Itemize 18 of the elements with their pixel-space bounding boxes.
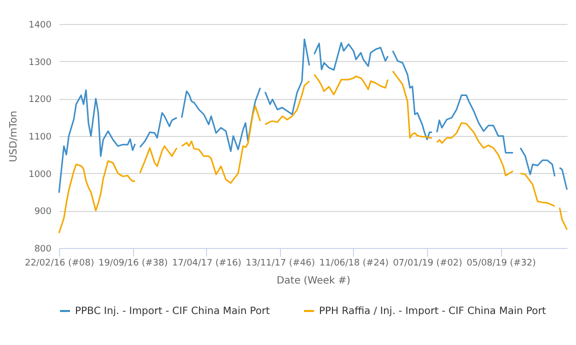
y-tick-label: 1000: [28, 170, 52, 180]
y-tick-label: 900: [34, 207, 52, 218]
y-tick-label: 1200: [28, 95, 52, 106]
y-tick-label: 1400: [28, 20, 52, 30]
x-tick-label: 05/08/19 (#32): [466, 258, 536, 268]
legend-label: PPBC Inj. - Import - CIF China Main Port: [75, 306, 270, 317]
x-tick-label: 07/01/19 (#02): [392, 258, 462, 268]
x-tick-label: 17/04/17 (#16): [172, 258, 242, 268]
x-tick-label: 19/09/16 (#38): [98, 258, 168, 268]
y-tick-label: 800: [34, 244, 52, 254]
y-tick-label: 1300: [28, 58, 52, 68]
y-axis-title: USD/mTon: [8, 110, 20, 162]
x-tick-label: 11/06/18 (#24): [319, 258, 389, 268]
legend-label: PPH Raffia / Inj. - Import - CIF China Main Port: [319, 306, 546, 317]
x-tick-label: 13/11/17 (#46): [246, 258, 316, 268]
x-tick-label: 22/02/16 (#08): [24, 258, 94, 268]
y-tick-label: 1100: [28, 132, 52, 142]
x-axis-title: Date (Week #): [276, 276, 351, 286]
